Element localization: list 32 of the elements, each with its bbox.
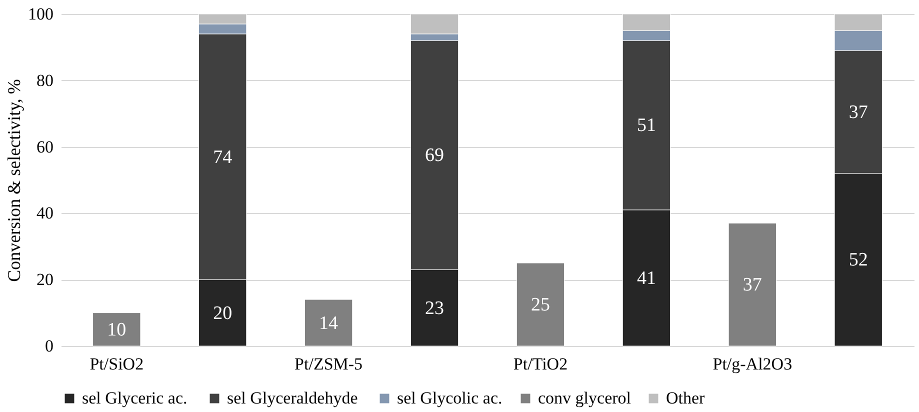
data-label: 10 [107, 319, 126, 340]
data-label: 41 [636, 268, 656, 289]
bar [728, 222, 776, 346]
y-tick-label: 100 [28, 4, 54, 24]
y-tick-label: 0 [45, 336, 54, 356]
data-label: 20 [213, 302, 232, 324]
data-label: 23 [425, 298, 444, 319]
y-axis-title: Conversion & selectivity, % [4, 79, 24, 282]
legend-label: sel Glycolic ac. [397, 388, 502, 408]
data-label: 14 [319, 312, 339, 334]
bar [92, 312, 141, 346]
x-tick-label: Pt/SiO2 [90, 354, 144, 374]
legend-label: Other [666, 388, 706, 408]
bar [304, 299, 353, 346]
y-tick-label: 60 [36, 137, 54, 156]
data-label: 37 [742, 274, 762, 296]
data-label: 37 [848, 102, 868, 123]
x-tick-label: Pt/g-Al2O3 [712, 354, 792, 374]
data-label: 52 [848, 250, 868, 271]
data-label: 69 [425, 145, 444, 166]
x-tick-label: Pt/TiO2 [513, 354, 568, 374]
data-label: 74 [213, 146, 233, 168]
data-label: 25 [530, 294, 550, 316]
data-label: 51 [636, 115, 656, 136]
legend-label: sel Glyceric ac. [82, 388, 188, 408]
y-tick-label: 80 [36, 70, 54, 90]
y-tick-label: 40 [36, 204, 54, 223]
y-tick-label: 20 [36, 270, 54, 290]
legend-label: conv glycerol [538, 388, 632, 408]
x-tick-label: Pt/ZSM-5 [294, 354, 363, 374]
legend-label: sel Glyceraldehyde [227, 388, 358, 408]
bar [516, 262, 565, 346]
